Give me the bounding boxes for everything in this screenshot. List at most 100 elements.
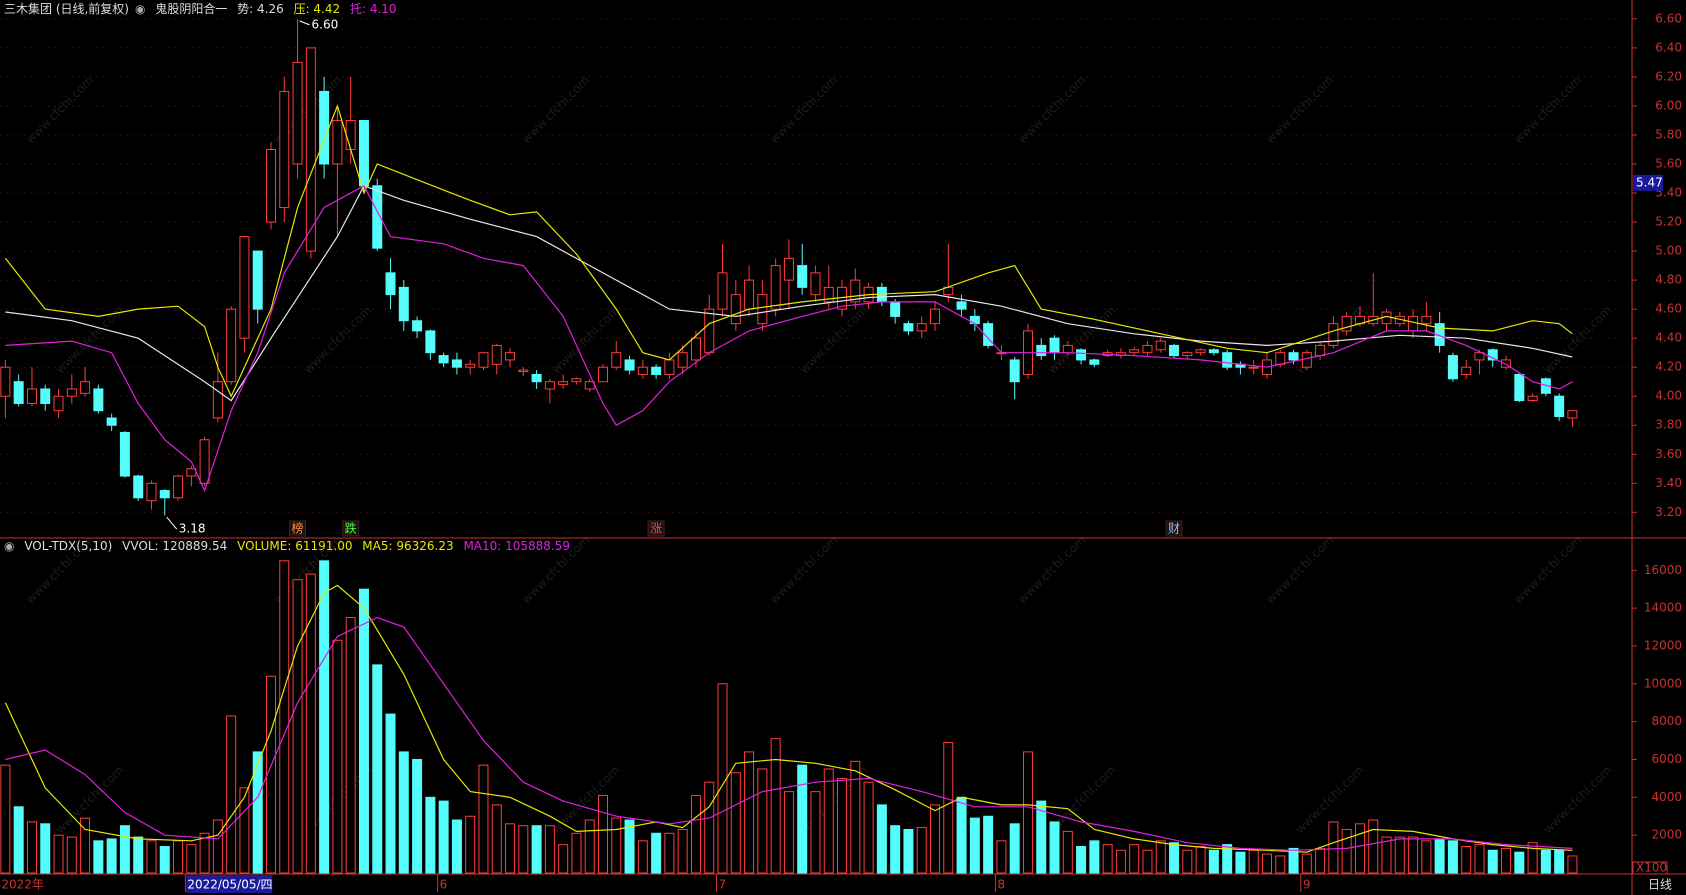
y-tick-label: 2000 (1651, 828, 1682, 842)
volume-bar (119, 825, 130, 874)
candle-body (783, 257, 794, 281)
volume-bar (770, 738, 781, 874)
pressure-value: 压: 4.42 (293, 2, 341, 16)
candle-body (1009, 359, 1020, 383)
candle-body (1554, 395, 1565, 418)
volume-bar (730, 772, 741, 874)
volume-bar (451, 819, 462, 874)
candle-body (598, 366, 608, 383)
volume-bar (1381, 836, 1392, 874)
candle-body (1341, 315, 1352, 332)
candle-body (465, 363, 476, 368)
candle-body (956, 301, 967, 310)
event-box (1165, 520, 1183, 537)
volume-bar (1315, 847, 1326, 874)
candle-body (119, 432, 130, 477)
y-tick-label: 3.80 (1655, 418, 1682, 432)
volume-bar (969, 817, 980, 874)
volume-bar (199, 832, 210, 874)
candle-body (80, 381, 91, 394)
candle-body (0, 366, 11, 397)
candle-body (398, 286, 409, 322)
volume-bar (1514, 851, 1525, 874)
candle-body (93, 388, 104, 412)
candle-body (637, 366, 648, 375)
candle-body (664, 359, 675, 375)
volume-bar (810, 791, 821, 874)
candle-body (770, 265, 781, 310)
indicator-name: 鬼股阴阳合一 (155, 2, 228, 16)
y-tick-label: 14000 (1644, 601, 1682, 615)
y-tick-label: 3.60 (1655, 447, 1682, 461)
moving-average (5, 184, 1573, 493)
candle-body (1208, 349, 1219, 354)
candle-body (1195, 349, 1206, 354)
x-tick-label: 2022/05/05/四 (187, 878, 272, 892)
volume-bar (717, 683, 728, 874)
volume-bar (1421, 840, 1432, 874)
volume-bar (1049, 821, 1060, 874)
volume-bar (106, 838, 117, 874)
volume-bar (996, 840, 1007, 874)
volume-bar (26, 821, 37, 874)
volume-bar (1115, 849, 1126, 874)
x-tick-label: 6 (440, 878, 448, 892)
volume-bar (903, 828, 914, 874)
volume-bar (173, 840, 184, 874)
volume-bar (916, 827, 927, 874)
y-tick-label: 8000 (1651, 714, 1682, 728)
y-tick-label: 3.20 (1655, 505, 1682, 519)
candle-body (252, 250, 263, 310)
candle-body (717, 272, 728, 310)
y-tick-label: 12000 (1644, 638, 1682, 652)
candle-body (1408, 315, 1419, 332)
volume-bar (1022, 751, 1033, 874)
watermark: www.cfchi.com (767, 533, 841, 607)
price-marker-box (1633, 174, 1663, 191)
volume-bar (1461, 846, 1472, 874)
candle-body (916, 323, 927, 332)
volume-bar (797, 764, 808, 874)
volume-bar (823, 768, 834, 874)
volume-bar (1474, 844, 1485, 874)
candle-body (13, 381, 24, 404)
volume-bar (1447, 840, 1458, 874)
candle-body (1474, 352, 1485, 361)
volume-bar (465, 815, 476, 874)
ma10-value: MA10: 105888.59 (463, 539, 571, 553)
volume-bar (412, 758, 423, 874)
y-tick-label: 4000 (1651, 790, 1682, 804)
candle-body (531, 373, 542, 383)
volume-bar (186, 844, 197, 874)
candle-body (53, 395, 64, 412)
volume-bar (876, 804, 887, 874)
volume-bar (983, 815, 994, 874)
candle-body (385, 272, 396, 296)
candle-body (1328, 323, 1339, 346)
candle-body (930, 308, 940, 325)
volume-bar (40, 823, 51, 874)
volume-bar (1527, 842, 1538, 874)
volume-bar (624, 819, 635, 874)
volume-bar (1195, 846, 1206, 874)
candle-body (1049, 337, 1060, 354)
candle-body (757, 294, 768, 325)
candle-body (624, 359, 635, 371)
volume-bar (1567, 855, 1578, 874)
candle-body (451, 359, 462, 368)
volume-bar (837, 777, 848, 874)
volume-bar (863, 781, 874, 874)
volume-bar (531, 825, 542, 874)
candle-body (1567, 410, 1578, 419)
candle-body (26, 388, 37, 404)
volume-bar (133, 836, 144, 874)
volume-bar (372, 664, 383, 874)
candle-body (505, 352, 516, 361)
volume-bar (53, 834, 64, 874)
y-tick-label: 4.00 (1655, 389, 1682, 403)
candle-body (558, 381, 569, 386)
price-header: 三木集团 (日线,前复权) ◉ 鬼股阴阳合一 势: 4.26 压: 4.42 托:… (4, 0, 403, 17)
volume-bar (1089, 840, 1100, 874)
volume-bar (1434, 838, 1445, 874)
candle-body (438, 355, 449, 364)
